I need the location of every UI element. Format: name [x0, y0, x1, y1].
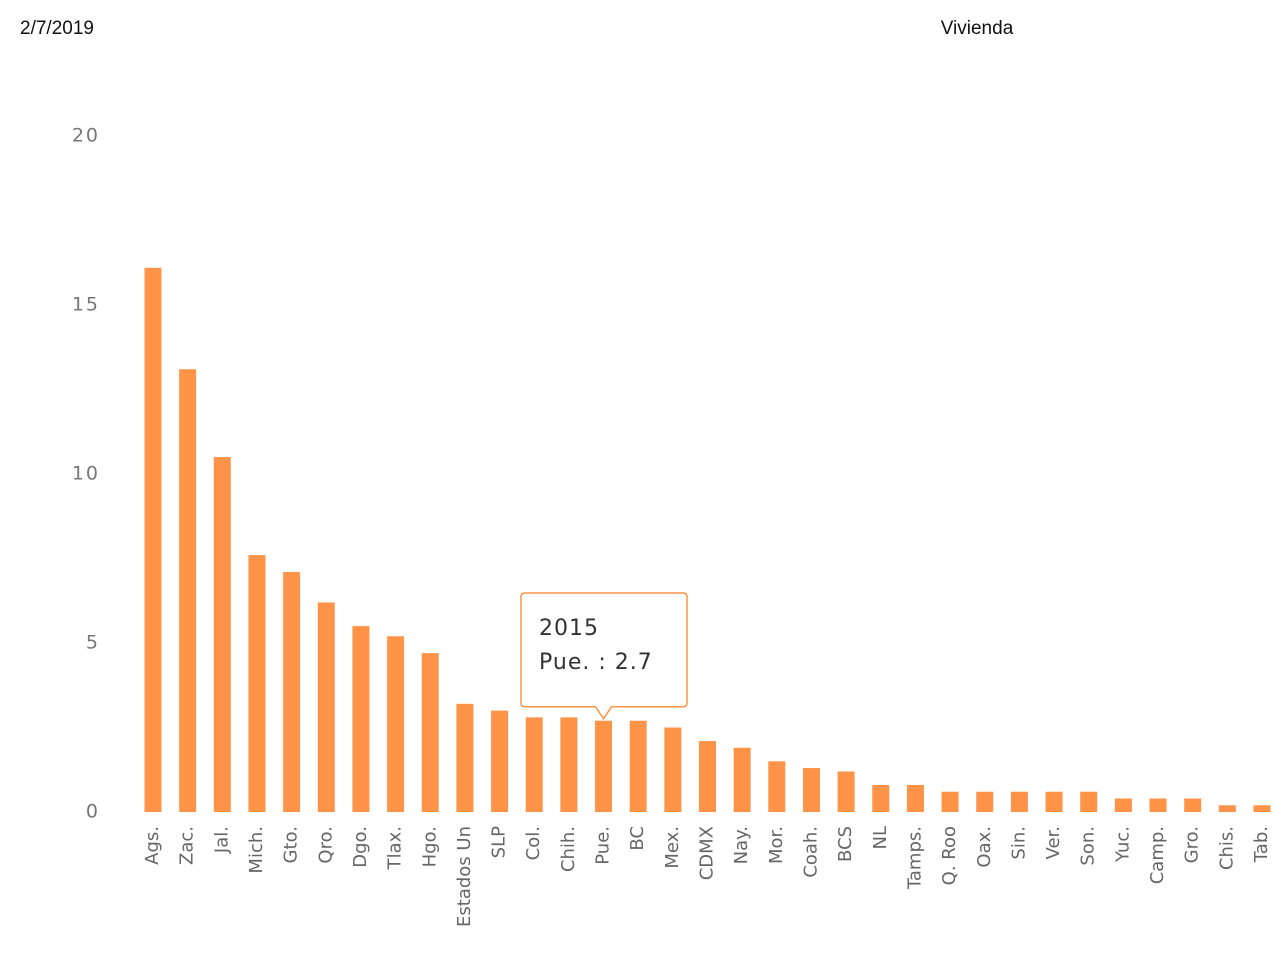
- bar: [629, 720, 647, 812]
- x-tick-label: Dgo.: [350, 826, 371, 868]
- bar: [1149, 798, 1167, 812]
- bar: [976, 791, 994, 812]
- bar: [1114, 798, 1132, 812]
- tooltip-title: 2015: [539, 616, 599, 641]
- x-tick-label: Zac.: [177, 826, 198, 865]
- bar: [352, 626, 370, 812]
- y-tick-label: 20: [72, 125, 100, 147]
- y-tick-label: 5: [86, 632, 100, 654]
- bar: [872, 784, 890, 812]
- bar: [1253, 805, 1271, 812]
- bar: [1045, 791, 1063, 812]
- bar: [941, 791, 959, 812]
- x-tick-label: Gto.: [281, 826, 302, 863]
- x-tick-label: Tab.: [1251, 826, 1272, 863]
- x-tick-label: Nay.: [731, 826, 752, 864]
- x-tick-label: Ags.: [142, 826, 163, 865]
- x-tick-label: Mex.: [662, 826, 683, 869]
- x-tick-label: Gro.: [1182, 826, 1203, 863]
- bar: [491, 710, 509, 812]
- bar: [1080, 791, 1098, 812]
- bar: [595, 720, 613, 812]
- chart-title: Vivienda: [941, 18, 1014, 39]
- x-tick-label: Qro.: [315, 826, 336, 864]
- x-tick-label: Chis.: [1216, 826, 1237, 870]
- x-tick-label: Tlax.: [385, 826, 406, 870]
- tooltip-label: Pue. : 2.7: [539, 650, 653, 675]
- x-tick-label: Coah.: [800, 826, 821, 878]
- bar: [560, 717, 578, 812]
- x-tick-label: Ver.: [1043, 826, 1064, 859]
- bar: [525, 717, 543, 812]
- x-tick-label: Col.: [523, 826, 544, 860]
- x-tick-label: BC: [627, 826, 648, 851]
- bar: [283, 572, 301, 812]
- tooltip: 2015 Pue. : 2.7: [520, 592, 688, 721]
- bar: [317, 602, 335, 812]
- x-tick-label: Tamps.: [904, 826, 925, 890]
- x-tick-label: Son.: [1078, 826, 1099, 866]
- x-tick-label: Mor.: [766, 826, 787, 864]
- x-tick-label: Chih.: [558, 826, 579, 872]
- bar: [906, 784, 924, 812]
- bar: [421, 653, 439, 812]
- bar: [213, 457, 231, 812]
- bar: [1218, 805, 1236, 812]
- bar: [1010, 791, 1028, 812]
- x-tick-label: SLP: [489, 826, 510, 858]
- x-tick-label: Hgo.: [419, 826, 440, 867]
- y-tick-label: 0: [86, 801, 100, 823]
- bar: [733, 747, 751, 812]
- x-tick-label: BCS: [835, 826, 856, 862]
- x-tick-label: Estados Un: [454, 826, 475, 927]
- x-tick-label: Jal.: [211, 826, 232, 854]
- tooltip-box: [520, 592, 688, 721]
- bar: [248, 555, 266, 812]
- bar: [802, 768, 820, 812]
- bar: [1184, 798, 1202, 812]
- x-tick-label: Oax.: [974, 826, 995, 868]
- bar: [837, 771, 855, 812]
- x-tick-label: NL: [870, 826, 891, 850]
- x-tick-label: Sin.: [1008, 826, 1029, 860]
- bar: [456, 703, 474, 812]
- chart-date: 2/7/2019: [20, 18, 94, 39]
- bar: [144, 267, 162, 812]
- x-tick-label: Q. Roo: [939, 826, 960, 885]
- y-tick-label: 15: [72, 294, 100, 316]
- bar: [179, 369, 197, 812]
- x-tick-label: CDMX: [697, 826, 718, 880]
- bar: [387, 636, 405, 812]
- x-tick-label: Pue.: [593, 826, 614, 865]
- y-tick-label: 10: [72, 463, 100, 485]
- bar: [768, 761, 786, 812]
- x-tick-label: Camp.: [1147, 826, 1168, 884]
- bar: [699, 741, 716, 812]
- x-tick-label: Mich.: [246, 826, 267, 874]
- x-tick-label: Yuc.: [1112, 826, 1133, 863]
- bar: [664, 727, 682, 812]
